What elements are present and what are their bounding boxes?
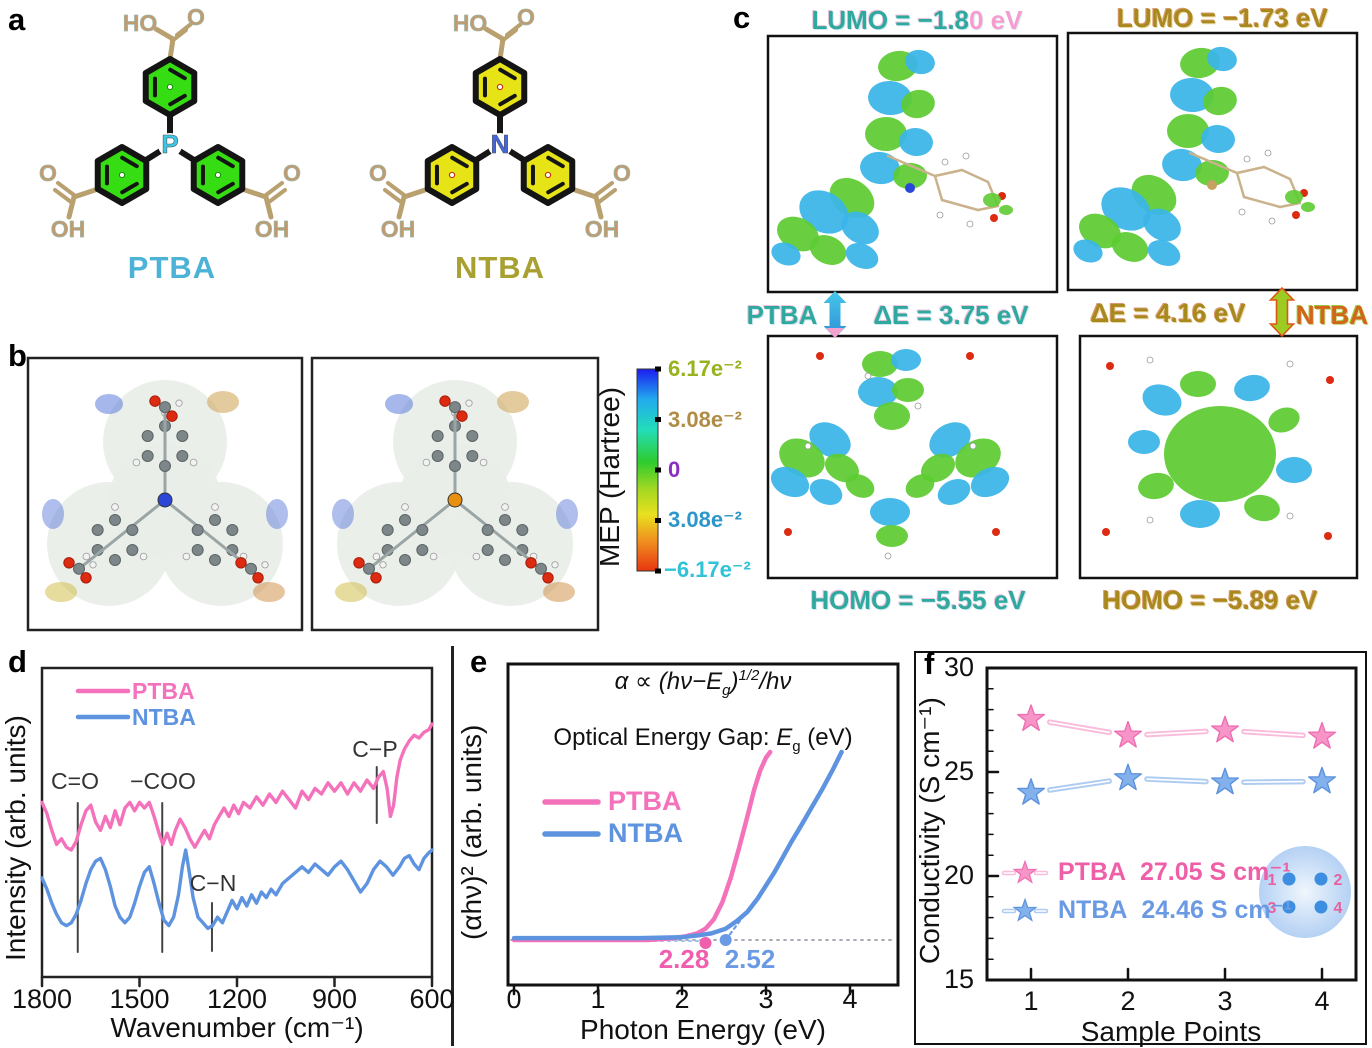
molecule-ntba: N HO O O OH O OH [369,4,632,243]
svg-text:OH: OH [381,216,416,242]
cond-ytick-25: 25 [943,756,974,786]
svg-text:N: N [491,129,510,159]
molecule-label-ntba: NTBA [454,250,546,285]
ftir-xtick-600: 600 [409,984,455,1014]
molecule-label-ptba: PTBA [127,250,217,285]
cond-xlabel: Sample Points [1080,1016,1262,1047]
panel-a-label: a [8,2,26,37]
lumo-label-ntba: LUMO = −1.73 eV [1117,3,1328,33]
svg-text:HO: HO [123,10,158,36]
svg-text:O: O [613,160,631,186]
inset-dot-label-3: 3 [1268,900,1277,917]
panel-f-conductivity-canvas: 1 2 3 4 [914,651,1367,1045]
cond-legend-ntba: NTBA 24.46 S cm⁻¹ [1058,896,1293,924]
annotation-co: C=O [51,768,99,794]
inset-dot-label-2: 2 [1334,872,1343,889]
tauc-subtitle: Optical Energy Gap: Eg (eV) [553,724,853,755]
orbital-lobes [770,349,1010,547]
lumo-label-ptba: LUMO = −1.80 eV [793,6,1041,35]
svg-text:HO: HO [453,10,488,36]
svg-text:OH: OH [585,216,620,242]
mep-molecule [42,380,288,606]
orbital-lobes [1073,46,1237,266]
panel-c-orbitals-canvas [766,31,1359,580]
tauc-legend-ptba: PTBA [608,786,682,816]
svg-text:OH: OH [51,216,86,242]
ptba-mid-label: PTBA [746,300,818,330]
ftir-ylabel: Intensity (arb. units) [0,715,31,961]
tauc-xlabel: Photon Energy (eV) [580,1014,826,1045]
svg-text:P: P [161,129,178,159]
homo-label-ntba: HOMO = −5.89 eV [1102,585,1318,615]
panel-c-label: c [733,0,751,35]
svg-text:O: O [283,160,301,186]
svg-text:OH: OH [255,216,290,242]
ntba-mid-label: NTBA [1295,300,1369,330]
panel-b-mep-canvas [26,356,661,632]
gap-label-ntba: ΔE = 4.16 eV [1090,298,1246,328]
tauc-xtick-3: 3 [758,984,774,1014]
ftir-xtick-1200: 1200 [206,984,268,1014]
tauc-xtick-0: 0 [506,984,522,1014]
ftir-xlabel: Wavenumber (cm⁻¹) [110,1012,364,1043]
svg-text:O: O [517,4,535,30]
cond-ytick-15: 15 [943,964,974,994]
molecule-ptba: P HO O O OH O OH [39,4,302,243]
tauc-xtick-2: 2 [674,984,690,1014]
cond-xtick-3: 3 [1217,986,1233,1016]
ftir-xtick-1500: 1500 [109,984,170,1014]
cond-xtick-1: 1 [1023,986,1039,1016]
ftir-xtick-1800: 1800 [11,984,73,1014]
svg-text:O: O [39,160,57,186]
lumo-ptba-tail: 0 eV [969,5,1023,35]
tauc-ylabel: (αhν)² (arb. units) [456,724,487,940]
tauc-equation: α ∝ (hν−Eg)1/2/hν [614,667,792,699]
ftir-xtick-900: 900 [311,984,358,1014]
homo-label-ptba: HOMO = −5.55 eV [810,585,1026,615]
panel-a-structures-canvas: P HO O O OH O OH N HO O O OH O OH [39,4,632,243]
annotation-cn: C−N [189,870,237,896]
panel-f-label: f [924,646,935,681]
colorbar-tick-2: 3.08e⁻² [668,407,742,432]
orbital-lobes [1128,371,1312,528]
panel-d-label: d [8,644,27,679]
ftir-legend-ntba: NTBA [132,704,196,730]
orbital-lobes [771,49,935,269]
ftir-legend-ptba: PTBA [132,678,195,704]
colorbar-tick-5: −6.17e⁻² [664,557,751,582]
annotation-coo: −COO [130,768,196,794]
colorbar-title: MEP (Hartree) [594,387,625,567]
panel-e-tauc-canvas [506,662,900,996]
colorbar-tick-4: 3.08e⁻² [668,507,742,532]
inset-dot-label-4: 4 [1334,900,1343,917]
cond-ytick-30: 30 [943,652,974,682]
cond-ytick-20: 20 [943,860,974,890]
panel-d-ftir-canvas [40,666,434,988]
annotation-cp: C−P [352,736,398,762]
cond-xtick-2: 2 [1120,986,1136,1016]
mep-molecule [332,380,578,606]
colorbar-tick-1: 6.17e⁻² [668,356,742,381]
tauc-legend-ntba: NTBA [608,818,683,848]
cond-legend-ptba: PTBA 27.05 S cm⁻¹ [1058,858,1291,886]
gap-label-ptba: ΔE = 3.75 eV [873,300,1029,330]
colorbar-tick-3: 0 [668,457,681,482]
tauc-xtick-4: 4 [842,984,858,1014]
panel-e-label: e [470,644,488,679]
panel-separator [451,646,454,1046]
svg-text:O: O [369,160,387,186]
inset-dot-label-1: 1 [1268,872,1277,889]
tauc-xtick-1: 1 [590,984,606,1014]
onset-value-ntba: 2.52 [724,944,776,974]
cond-ylabel: Conductivity (S cm⁻¹) [914,697,945,965]
svg-text:O: O [187,4,205,30]
panel-b-label: b [8,338,27,373]
cond-xtick-4: 4 [1314,986,1330,1016]
lumo-ptba-main: LUMO = −1.8 [811,5,970,35]
onset-value-ptba: 2.28 [658,944,710,974]
